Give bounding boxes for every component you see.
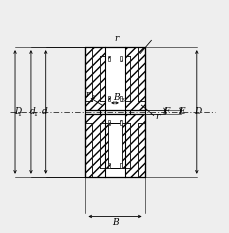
Bar xyxy=(108,120,110,125)
Bar xyxy=(138,47,144,101)
Text: B: B xyxy=(112,93,119,102)
Text: D: D xyxy=(14,107,21,116)
Text: d: d xyxy=(30,107,35,116)
Text: F: F xyxy=(162,107,168,116)
Bar xyxy=(85,123,91,177)
Bar xyxy=(108,56,121,101)
Bar xyxy=(108,96,110,101)
Bar xyxy=(85,123,91,177)
Bar xyxy=(108,123,121,168)
Text: B: B xyxy=(111,218,118,227)
Bar xyxy=(100,56,108,101)
Bar xyxy=(85,47,144,110)
Bar xyxy=(138,47,144,101)
Text: r: r xyxy=(114,34,118,43)
Bar xyxy=(119,96,121,101)
Bar xyxy=(85,47,91,101)
Bar xyxy=(138,123,144,177)
Bar xyxy=(85,114,144,177)
Bar xyxy=(108,163,110,168)
Bar xyxy=(100,56,129,101)
Text: r: r xyxy=(154,112,158,121)
Bar xyxy=(85,47,91,101)
Text: 3: 3 xyxy=(120,98,124,103)
Bar xyxy=(104,47,125,110)
Text: D: D xyxy=(193,107,200,116)
Bar xyxy=(104,114,125,177)
Bar xyxy=(108,56,110,61)
Text: d: d xyxy=(42,107,47,116)
Text: E: E xyxy=(178,107,184,116)
Bar xyxy=(119,163,121,168)
Bar xyxy=(100,123,129,168)
Bar xyxy=(119,56,121,61)
Text: r: r xyxy=(85,90,90,99)
Bar xyxy=(138,123,144,177)
Text: 1: 1 xyxy=(33,112,38,117)
Bar xyxy=(121,56,129,101)
Text: 1: 1 xyxy=(18,112,22,117)
Bar xyxy=(119,120,121,125)
Bar xyxy=(85,47,144,110)
Bar xyxy=(100,123,108,168)
Text: 1: 1 xyxy=(91,95,95,100)
Bar xyxy=(121,123,129,168)
Bar xyxy=(85,114,144,177)
